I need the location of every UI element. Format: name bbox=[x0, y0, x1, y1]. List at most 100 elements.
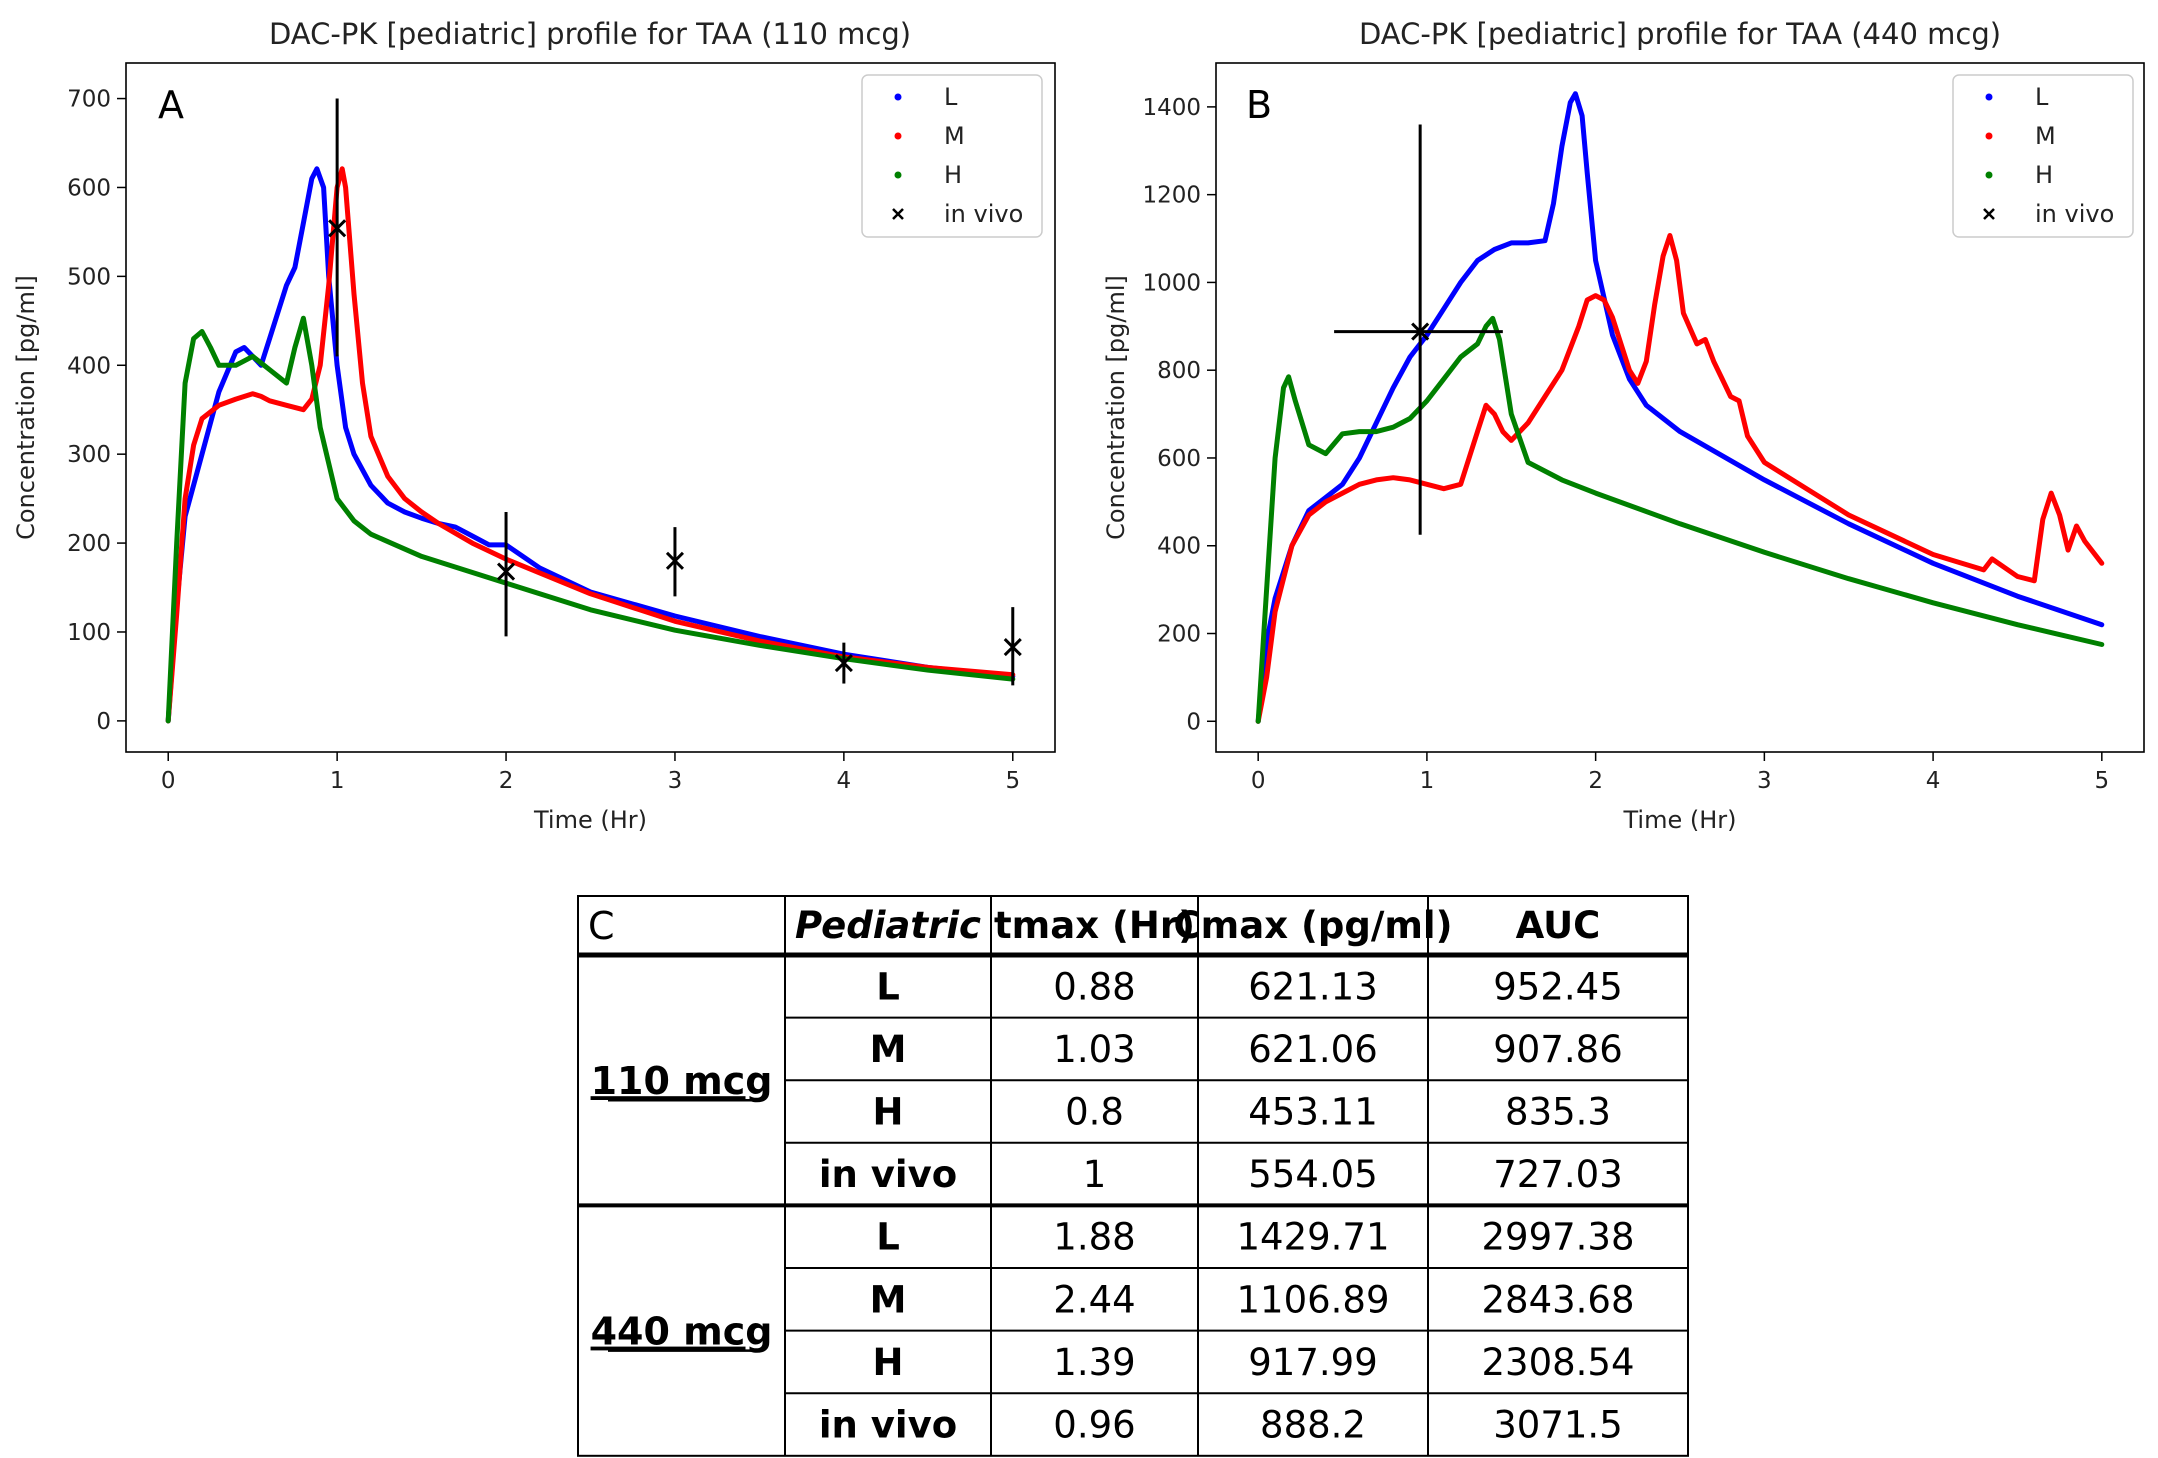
x-axis-label: Time (Hr) bbox=[1622, 806, 1736, 834]
row-name: L bbox=[876, 1216, 900, 1259]
cell-tmax: 2.44 bbox=[1053, 1278, 1135, 1321]
y-tick-label: 200 bbox=[1157, 622, 1201, 648]
plot-frame bbox=[125, 62, 1056, 753]
x-tick-label: 2 bbox=[1588, 768, 1603, 794]
y-tick-label: 0 bbox=[96, 709, 111, 735]
cell-cmax: 917.99 bbox=[1248, 1341, 1377, 1384]
y-tick-label: 600 bbox=[1157, 446, 1201, 472]
table-header: tmax (Hr) bbox=[994, 904, 1195, 947]
group-label: 110 mcg bbox=[591, 1059, 773, 1103]
plot-frame bbox=[1215, 62, 2145, 753]
row-name: L bbox=[876, 965, 900, 1008]
cell-auc: 907.86 bbox=[1493, 1028, 1622, 1071]
legend-marker-in-vivo bbox=[1983, 208, 1995, 220]
y-tick-label: 600 bbox=[67, 175, 111, 201]
table-header: Cmax (pg/ml) bbox=[1174, 904, 1453, 947]
row-name: in vivo bbox=[819, 1404, 957, 1447]
cell-auc: 835.3 bbox=[1505, 1091, 1611, 1134]
row-name: M bbox=[870, 1278, 907, 1321]
y-tick-label: 1200 bbox=[1142, 183, 1201, 209]
panel-letter: B bbox=[1246, 83, 1272, 127]
group-label: 440 mcg bbox=[591, 1310, 773, 1354]
y-tick-label: 1400 bbox=[1142, 95, 1201, 121]
in-vivo-point bbox=[1411, 322, 1430, 341]
row-name: H bbox=[873, 1091, 904, 1134]
legend-marker-l bbox=[894, 93, 902, 101]
x-tick-label: 3 bbox=[1757, 768, 1772, 794]
cell-tmax: 1.03 bbox=[1053, 1028, 1135, 1071]
series-line-m bbox=[1255, 233, 2105, 724]
cell-cmax: 621.13 bbox=[1248, 965, 1377, 1008]
x-tick-label: 1 bbox=[330, 768, 345, 794]
x-tick-label: 5 bbox=[1005, 768, 1020, 794]
cell-cmax: 554.05 bbox=[1248, 1153, 1377, 1196]
y-tick-label: 0 bbox=[1186, 709, 1201, 735]
legend-label: in vivo bbox=[2035, 200, 2114, 228]
legend-marker-h bbox=[894, 171, 902, 179]
x-tick-label: 4 bbox=[837, 768, 852, 794]
x-tick-label: 4 bbox=[1926, 768, 1941, 794]
y-tick-label: 800 bbox=[1157, 358, 1201, 384]
table-header: AUC bbox=[1516, 904, 1601, 947]
table-header: Pediatric bbox=[795, 904, 981, 947]
series-line-h bbox=[165, 315, 1016, 724]
cell-tmax: 0.88 bbox=[1053, 965, 1135, 1008]
x-tick-label: 1 bbox=[1420, 768, 1435, 794]
y-tick-label: 500 bbox=[67, 264, 111, 290]
cell-auc: 2843.68 bbox=[1481, 1278, 1634, 1321]
cell-tmax: 1.88 bbox=[1053, 1216, 1135, 1259]
legend-marker-h bbox=[1985, 171, 1993, 179]
legend-label: L bbox=[2035, 83, 2049, 111]
legend-label: L bbox=[944, 83, 958, 111]
y-tick-label: 300 bbox=[67, 442, 111, 468]
cell-cmax: 1429.71 bbox=[1236, 1216, 1389, 1259]
y-tick-label: 100 bbox=[67, 620, 111, 646]
cell-cmax: 888.2 bbox=[1260, 1404, 1366, 1447]
summary-table: C Pediatric tmax (Hr)Cmax (pg/ml) AUC 110 mc… bbox=[577, 895, 1689, 1457]
x-axis-label: Time (Hr) bbox=[533, 806, 647, 834]
in-vivo-point bbox=[496, 562, 516, 581]
panel-letter: A bbox=[158, 83, 184, 127]
legend-marker-l bbox=[1985, 93, 1993, 101]
row-name: M bbox=[870, 1028, 907, 1071]
legend-marker-m bbox=[894, 132, 902, 140]
y-tick-label: 1000 bbox=[1142, 270, 1201, 296]
series-line-l bbox=[165, 166, 1016, 724]
cell-auc: 3071.5 bbox=[1493, 1404, 1622, 1447]
x-tick-label: 0 bbox=[161, 768, 176, 794]
legend-marker-in-vivo bbox=[892, 208, 904, 220]
y-tick-label: 400 bbox=[1157, 534, 1201, 560]
cell-tmax: 0.96 bbox=[1053, 1404, 1135, 1447]
cell-cmax: 621.06 bbox=[1248, 1028, 1377, 1071]
cell-auc: 952.45 bbox=[1493, 965, 1622, 1008]
y-axis-label: Concentration [pg/ml] bbox=[12, 275, 40, 540]
cell-tmax: 0.8 bbox=[1065, 1091, 1124, 1134]
y-tick-label: 400 bbox=[67, 353, 111, 379]
cell-cmax: 453.11 bbox=[1248, 1091, 1377, 1134]
legend-marker-m bbox=[1985, 132, 1993, 140]
cell-cmax: 1106.89 bbox=[1236, 1278, 1389, 1321]
legend-box bbox=[861, 74, 1043, 238]
legend-label: M bbox=[2035, 122, 2056, 150]
legend-label: M bbox=[944, 122, 965, 150]
in-vivo-point bbox=[1003, 638, 1022, 657]
in-vivo-point bbox=[834, 654, 853, 673]
y-tick-label: 700 bbox=[67, 87, 111, 113]
x-tick-label: 5 bbox=[2094, 768, 2109, 794]
y-tick-label: 200 bbox=[67, 531, 111, 557]
cell-tmax: 1 bbox=[1083, 1153, 1107, 1196]
chart-title: DAC-PK [pediatric] profile for TAA (440 … bbox=[1359, 17, 2001, 51]
series-line-l bbox=[1255, 91, 2105, 724]
legend-label: in vivo bbox=[944, 200, 1023, 228]
table-corner-label: C bbox=[588, 904, 615, 948]
x-tick-label: 3 bbox=[668, 768, 683, 794]
series-line-m bbox=[165, 166, 1016, 724]
chart-panel-b: DAC-PK [pediatric] profile for TAA (440 … bbox=[1102, 17, 2145, 834]
x-tick-label: 2 bbox=[499, 768, 514, 794]
legend-box bbox=[1952, 74, 2134, 238]
series-line-h bbox=[1255, 315, 2105, 724]
row-name: H bbox=[873, 1341, 904, 1384]
legend-label: H bbox=[944, 161, 962, 189]
legend-label: H bbox=[2035, 161, 2053, 189]
